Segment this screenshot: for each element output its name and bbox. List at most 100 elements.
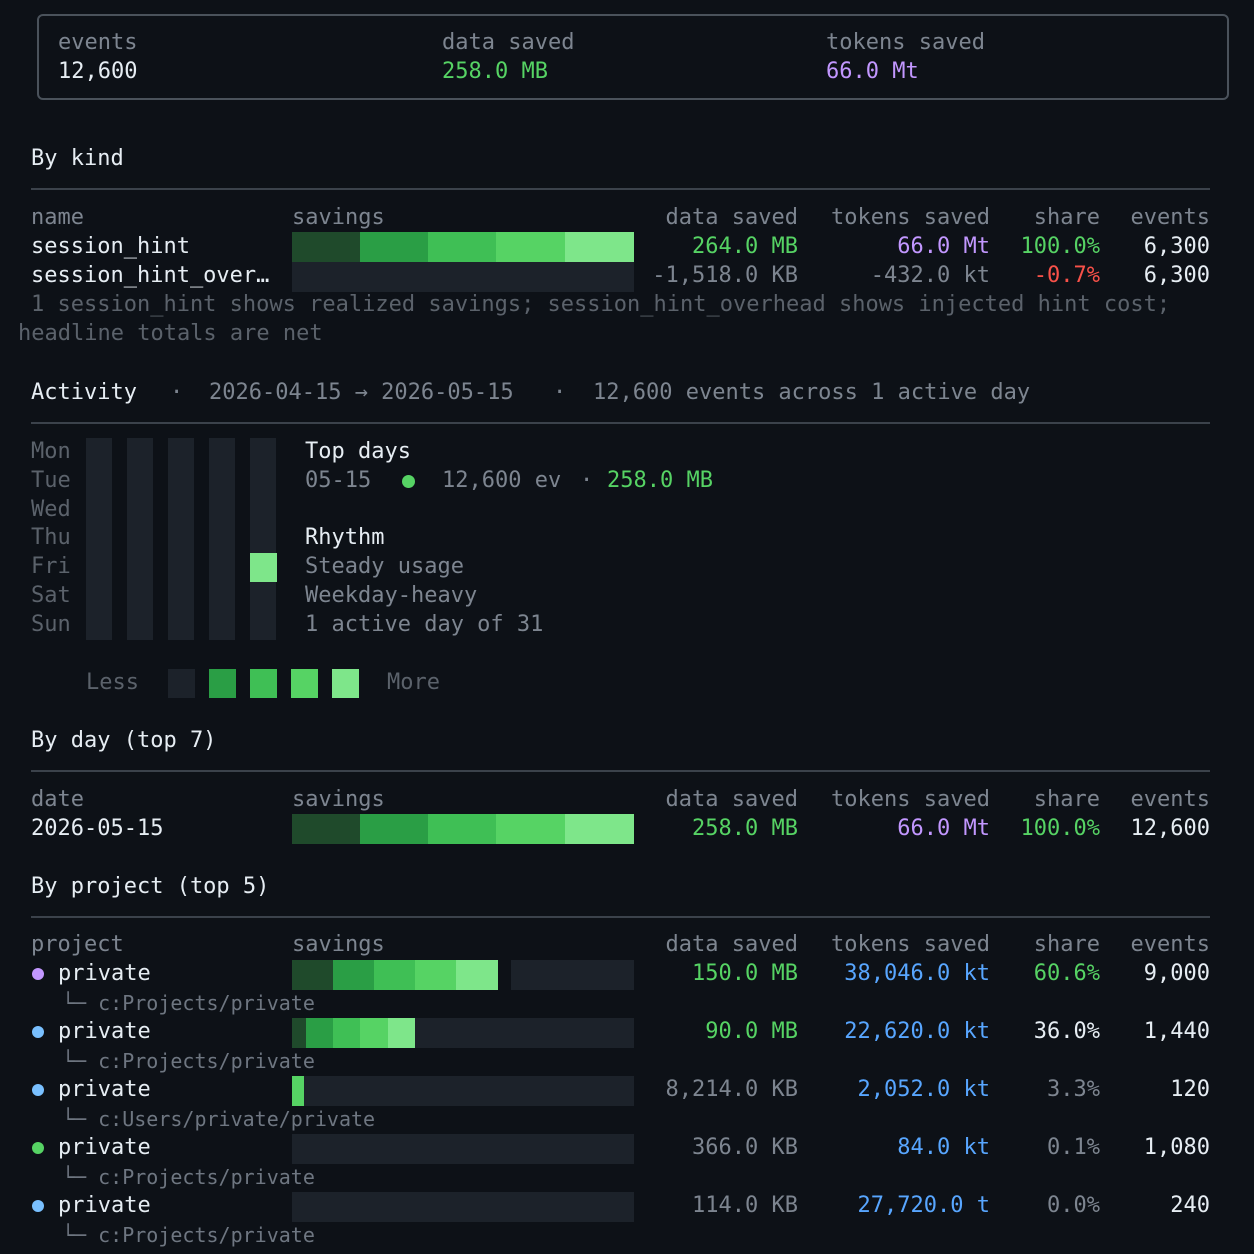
heatmap-active-cell	[250, 553, 277, 582]
by-day-header-share: share	[1033, 787, 1100, 812]
bar-segment	[565, 232, 634, 262]
by-day-header-data: data saved	[665, 787, 798, 812]
summary-data-value: 258.0 MB	[442, 59, 548, 84]
by-kind-row-events: 6,300	[1143, 263, 1210, 288]
bar-segment	[428, 232, 496, 262]
by-kind-header-name: name	[31, 205, 84, 230]
by-day-row-events: 12,600	[1130, 816, 1210, 841]
bar-segment	[388, 1018, 415, 1048]
day-label-wed: Wed	[31, 497, 71, 522]
by-kind-row-data: 264.0 MB	[692, 234, 798, 259]
project-dot-icon	[32, 1200, 44, 1212]
top-day-data: 258.0 MB	[607, 468, 713, 493]
bar-segment	[360, 814, 428, 844]
by-kind-note: 1 session_hint shows realized savings; s…	[31, 292, 1171, 317]
savings-bar	[292, 1076, 634, 1106]
heatmap-week-column	[86, 438, 112, 640]
project-path-text: c:Users/private/private	[98, 1107, 376, 1131]
bar-segment	[306, 1018, 333, 1048]
project-path: └─ c:Projects/private	[62, 1049, 315, 1073]
heatmap-week-column	[209, 438, 235, 640]
project-name: private	[58, 1135, 151, 1160]
by-kind-header-savings: savings	[292, 205, 385, 230]
activity-divider	[31, 422, 1210, 424]
project-share: 0.1%	[1047, 1135, 1100, 1160]
bar-segment	[456, 960, 498, 990]
savings-bar	[292, 262, 634, 292]
project-share: 60.6%	[1033, 961, 1100, 986]
top-day-separator: ·	[580, 468, 594, 493]
activity-title: Activity	[31, 380, 137, 405]
project-path-text: c:Projects/private	[98, 1049, 315, 1073]
savings-bar-remainder	[511, 960, 634, 990]
by-day-divider	[31, 770, 1210, 772]
by-kind-row-name: session_hint_over…	[31, 263, 270, 288]
by-day-row-date: 2026-05-15	[31, 816, 164, 841]
tree-branch-icon: └─	[62, 1107, 99, 1131]
bar-segment	[565, 814, 634, 844]
heatmap-week-column	[127, 438, 153, 640]
bar-segment	[292, 1076, 304, 1106]
legend-swatch	[291, 669, 318, 698]
by-day-title: By day (top 7)	[31, 728, 217, 753]
activity-summary: 12,600 events across 1 active day	[593, 380, 1031, 405]
day-label-sun: Sun	[31, 612, 71, 637]
by-kind-title: By kind	[31, 146, 124, 171]
by-kind-row-share: 100.0%	[1020, 234, 1100, 259]
legend-less: Less	[86, 670, 139, 695]
legend-swatch	[332, 669, 359, 698]
summary-panel	[37, 14, 1229, 100]
by-kind-row-events: 6,300	[1143, 234, 1210, 259]
by-day-header-events: events	[1130, 787, 1210, 812]
project-path: └─ c:Users/private/private	[62, 1107, 375, 1131]
by-project-header-tokens: tokens saved	[831, 932, 990, 957]
day-label-tue: Tue	[31, 468, 71, 493]
by-project-header-share: share	[1033, 932, 1100, 957]
project-path: └─ c:Projects/private	[62, 1223, 315, 1247]
bar-segment	[333, 1018, 360, 1048]
project-path: └─ c:Projects/private	[62, 991, 315, 1015]
by-kind-row-name: session_hint	[31, 234, 190, 259]
bar-segment	[428, 814, 496, 844]
project-path: └─ c:Projects/private	[62, 1165, 315, 1189]
day-label-sat: Sat	[31, 583, 71, 608]
by-kind-header-events: events	[1130, 205, 1210, 230]
project-tokens: 84.0 kt	[897, 1135, 990, 1160]
by-kind-row-share: -0.7%	[1033, 263, 1100, 288]
savings-bar	[292, 1018, 634, 1048]
top-days-title: Top days	[305, 439, 411, 464]
bar-segment	[292, 1018, 306, 1048]
bar-segment	[292, 232, 360, 262]
project-data: 114.0 KB	[692, 1193, 798, 1218]
top-day-events: 12,600 ev	[442, 468, 562, 493]
by-project-header-project: project	[31, 932, 124, 957]
legend-swatch	[209, 669, 236, 698]
bar-segment	[496, 232, 565, 262]
legend-swatch	[250, 669, 277, 698]
by-day-row-tokens: 66.0 Mt	[897, 816, 990, 841]
project-events: 1,080	[1143, 1135, 1210, 1160]
project-events: 240	[1170, 1193, 1210, 1218]
by-kind-note-continued: headline totals are net	[18, 321, 323, 346]
project-data: 150.0 MB	[692, 961, 798, 986]
project-tokens: 22,620.0 kt	[844, 1019, 990, 1044]
project-share: 3.3%	[1047, 1077, 1100, 1102]
savings-bar	[292, 960, 498, 990]
project-events: 9,000	[1143, 961, 1210, 986]
savings-bar	[292, 1192, 634, 1222]
by-kind-header-tokens: tokens saved	[831, 205, 990, 230]
legend-swatch	[168, 669, 195, 698]
bar-segment	[292, 814, 360, 844]
tree-branch-icon: └─	[62, 991, 99, 1015]
activity-separator: ·	[553, 380, 567, 405]
by-kind-header-share: share	[1033, 205, 1100, 230]
bar-segment	[360, 232, 428, 262]
by-kind-row-tokens: 66.0 Mt	[897, 234, 990, 259]
rhythm-line: 1 active day of 31	[305, 612, 544, 637]
summary-events-value: 12,600	[58, 59, 138, 84]
by-kind-header-data: data saved	[665, 205, 798, 230]
heatmap-week-column	[168, 438, 194, 640]
top-day-dot-icon	[402, 475, 415, 488]
savings-bar	[292, 232, 634, 262]
by-project-header-savings: savings	[292, 932, 385, 957]
